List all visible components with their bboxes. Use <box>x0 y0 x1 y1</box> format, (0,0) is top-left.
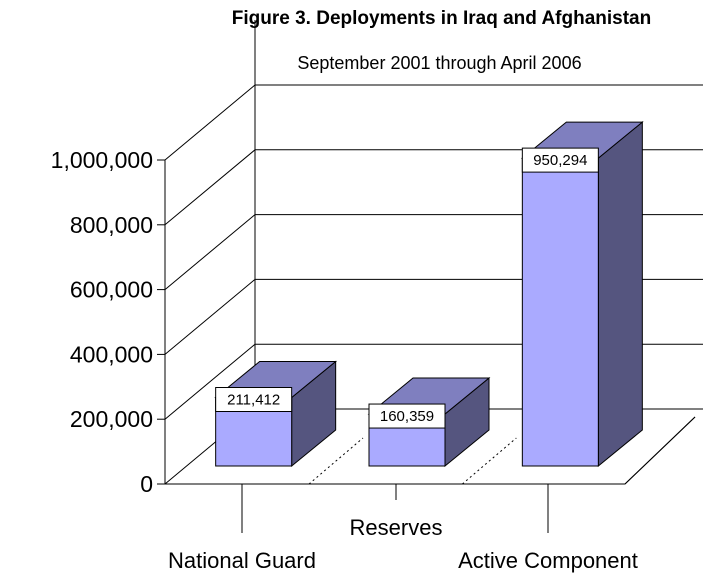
y-tick-label: 0 <box>140 471 153 497</box>
data-label-box <box>521 147 599 173</box>
data-label: 160,359 <box>380 408 434 425</box>
bar <box>521 157 599 467</box>
floor-divider <box>462 437 517 485</box>
bar-side <box>597 121 643 468</box>
data-label: 211,412 <box>227 392 280 409</box>
y-tick-label: 1,000,000 <box>51 147 153 173</box>
y-tick-label: 200,000 <box>70 406 153 432</box>
data-label-box <box>368 403 446 429</box>
side-gridline <box>164 279 256 355</box>
x-tick-label: Reserves <box>350 515 443 540</box>
y-tick-label: 600,000 <box>70 277 153 303</box>
side-gridline <box>164 343 256 420</box>
y-tick-label: 800,000 <box>70 212 153 238</box>
x-tick-label: National Guard <box>168 548 316 573</box>
chart-title: Figure 3. Deployments in Iraq and Afghan… <box>231 8 652 29</box>
floor-right-edge <box>624 416 696 485</box>
side-gridline <box>164 214 256 290</box>
data-label-box <box>215 387 293 413</box>
chart-subtitle: September 2001 through April 2006 <box>297 53 582 73</box>
data-label: 950,294 <box>533 152 587 169</box>
y-tick-label: 400,000 <box>70 341 153 367</box>
side-gridline <box>164 149 256 226</box>
x-tick-label: Active Component <box>458 548 638 573</box>
side-gridline <box>164 84 256 161</box>
floor-divider <box>308 437 364 485</box>
